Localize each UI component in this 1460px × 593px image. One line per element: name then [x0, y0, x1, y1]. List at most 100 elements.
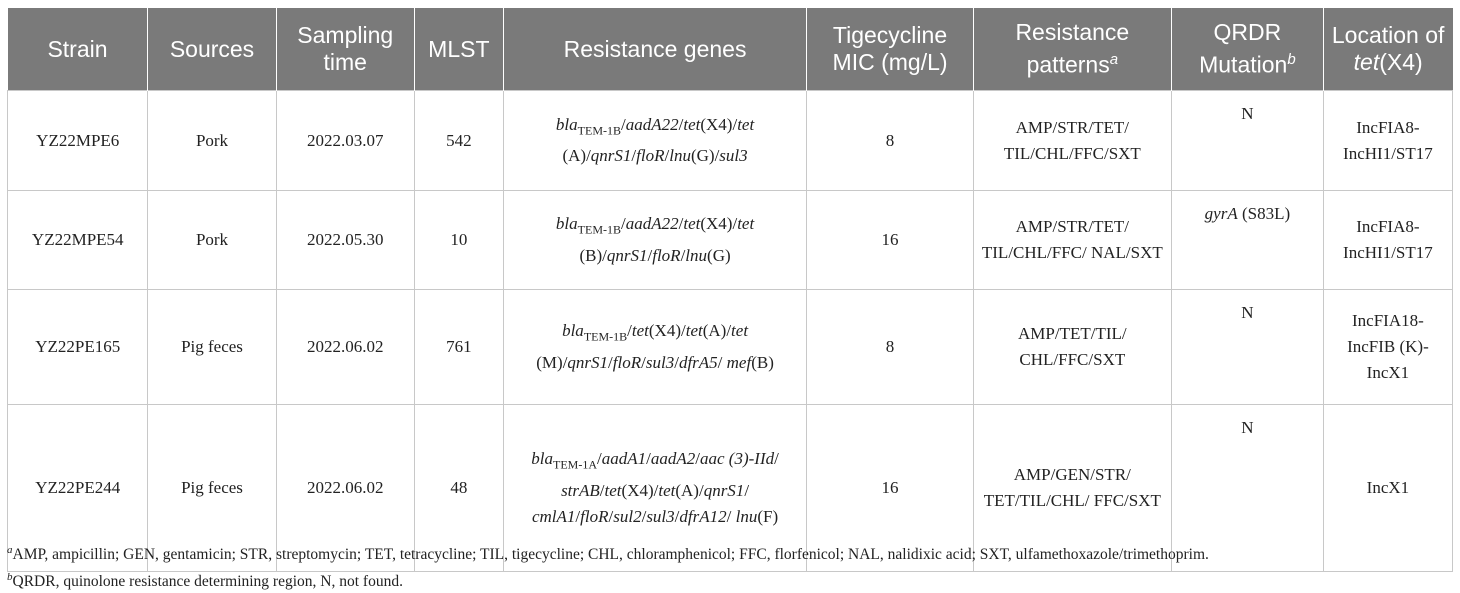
- cell-source: Pork: [147, 90, 277, 191]
- text-fragment: bla: [531, 449, 554, 469]
- text-fragment: aadA22: [625, 214, 679, 234]
- table-footnotes: aAMP, ampicillin; GEN, gentamicin; STR, …: [7, 539, 1453, 593]
- text-fragment: /: [621, 214, 626, 234]
- table-row: YZ22PE244 Pig feces 2022.06.02 48 blaTEM-1A/…: [6, 404, 1454, 572]
- text-fragment: /: [717, 352, 727, 372]
- text-fragment: lnu: [669, 146, 691, 166]
- text-fragment: /: [695, 449, 700, 469]
- cell-strain: YZ22PE165: [6, 289, 149, 405]
- text-fragment: tet: [685, 321, 703, 341]
- cell-source: Pig feces: [147, 404, 277, 572]
- text-fragment: /: [678, 214, 684, 234]
- text-fragment: TEM-1B: [577, 123, 621, 138]
- text-fragment: tet: [604, 480, 622, 500]
- text-fragment: /: [641, 352, 646, 372]
- text-fragment: tet: [683, 214, 701, 234]
- text-fragment: /: [646, 449, 651, 469]
- text-fragment: (M)/: [536, 352, 568, 372]
- header-sampling-time: Sampling time: [275, 8, 415, 91]
- text-fragment: tet: [737, 114, 755, 134]
- cell-strain: YZ22PE244: [6, 404, 149, 572]
- cell-source: Pork: [147, 190, 277, 290]
- strain-table: Strain Sources Sampling time MLST Resist…: [6, 8, 1454, 572]
- cell-location: IncX1: [1322, 404, 1454, 572]
- header-mlst: MLST: [413, 8, 504, 91]
- cell-qrdr-mutation: N: [1170, 289, 1324, 405]
- text-fragment: N: [1241, 418, 1254, 437]
- text-fragment: (X4)/: [648, 321, 686, 341]
- text-fragment: sul3: [645, 352, 675, 372]
- header-label: QRDR Mutation: [1199, 19, 1288, 78]
- text-fragment: qnrS1: [606, 245, 648, 265]
- header-qrdr-mutation: QRDR Mutationb: [1170, 8, 1324, 91]
- text-fragment: gyrA: [1204, 204, 1238, 223]
- cell-location: IncFIA18- IncFIB (K)-IncX1: [1322, 289, 1454, 405]
- cell-source: Pig feces: [147, 289, 277, 405]
- text-fragment: tet: [737, 214, 755, 234]
- table-row: YZ22MPE54 Pork 2022.05.30 10 blaTEM-1B/aadA2…: [6, 190, 1454, 290]
- text-fragment: /: [744, 480, 750, 500]
- cell-resistance-genes: blaTEM-1A/aadA1/aadA2/aac (3)-IId/ strAB…: [502, 404, 808, 572]
- text-fragment: sul3: [719, 146, 748, 166]
- text-fragment: /: [575, 506, 581, 526]
- cell-resistance-patterns: AMP/GEN/STR/ TET/TIL/CHL/ FFC/SXT: [972, 404, 1172, 572]
- text-fragment: /: [631, 146, 637, 166]
- text-fragment: (F): [757, 506, 779, 526]
- header-resistance-genes: Resistance genes: [502, 8, 807, 91]
- cell-mlst: 48: [413, 404, 504, 572]
- text-fragment: /: [674, 506, 680, 526]
- cell-resistance-genes: blaTEM-1B/aadA22/tet(X4)/tet (A)/qnrS1/f…: [502, 90, 808, 191]
- text-fragment: floR: [636, 146, 665, 166]
- text-fragment: bla: [555, 214, 578, 234]
- cell-resistance-genes: blaTEM-1B/tet(X4)/tet(A)/tet (M)/qnrS1/f…: [502, 289, 808, 405]
- footnote-mark: a: [1109, 51, 1119, 69]
- text-fragment: dfrA12: [679, 506, 727, 526]
- text-fragment: (G)/: [690, 146, 720, 166]
- text-fragment: mef: [726, 352, 752, 372]
- text-fragment: strAB: [561, 480, 600, 500]
- footnote-a: aAMP, ampicillin; GEN, gentamicin; STR, …: [7, 544, 1209, 564]
- text-fragment: /: [621, 114, 626, 134]
- cell-mlst: 542: [413, 90, 504, 191]
- text-fragment: floR: [580, 506, 609, 526]
- cell-location: IncFIA8- IncHI1/ST17: [1322, 190, 1454, 290]
- text-fragment: (S83L): [1237, 204, 1291, 223]
- text-fragment: qnrS1: [590, 146, 632, 166]
- text-fragment: floR: [612, 352, 642, 372]
- text-fragment: qnrS1: [567, 352, 609, 372]
- text-fragment: /: [597, 449, 602, 469]
- text-fragment: N: [1241, 303, 1254, 322]
- cell-strain: YZ22MPE6: [6, 90, 149, 191]
- cell-resistance-patterns: AMP/TET/TIL/ CHL/FFC/SXT: [972, 289, 1172, 405]
- text-fragment: floR: [652, 245, 681, 265]
- text-fragment: cmlA1: [531, 506, 576, 526]
- text-fragment: TEM-1A: [553, 457, 598, 472]
- text-fragment: (B)/: [579, 245, 607, 265]
- cell-resistance-genes: blaTEM-1B/aadA22/tet(X4)/tet (B)/qnrS1/f…: [502, 190, 808, 290]
- text-fragment: /: [608, 352, 613, 372]
- cell-sampling-time: 2022.06.02: [275, 404, 415, 572]
- text-fragment: (B): [751, 352, 774, 372]
- cell-qrdr-mutation: gyrA (S83L): [1170, 190, 1324, 290]
- text-fragment: (X4)/: [700, 114, 738, 134]
- text-fragment: /: [680, 245, 686, 265]
- text-fragment: (X4)/: [621, 480, 659, 500]
- cell-sampling-time: 2022.06.02: [275, 289, 415, 405]
- table-row: YZ22MPE6 Pork 2022.03.07 542 blaTEM-1B/aadA2…: [6, 90, 1454, 191]
- cell-strain: YZ22MPE54: [6, 190, 149, 290]
- text-fragment: /: [664, 146, 670, 166]
- cell-tigecycline-mic: 8: [806, 90, 974, 191]
- text-fragment: sul3: [646, 506, 675, 526]
- cell-tigecycline-mic: 16: [806, 404, 974, 572]
- header-sources: Sources: [147, 8, 277, 91]
- cell-tigecycline-mic: 16: [806, 190, 974, 290]
- text-fragment: /: [647, 245, 653, 265]
- text-fragment: /: [641, 506, 647, 526]
- text-fragment: aadA2: [650, 449, 696, 469]
- table-row: YZ22PE165 Pig feces 2022.06.02 761 blaTEM-1B…: [6, 289, 1454, 405]
- text-fragment: (G): [707, 245, 731, 265]
- text-fragment: /: [678, 114, 684, 134]
- text-fragment: dfrA5: [678, 352, 718, 372]
- footnote-b: bQRDR, quinolone resistance determining …: [7, 571, 403, 591]
- text-fragment: N: [1241, 104, 1254, 123]
